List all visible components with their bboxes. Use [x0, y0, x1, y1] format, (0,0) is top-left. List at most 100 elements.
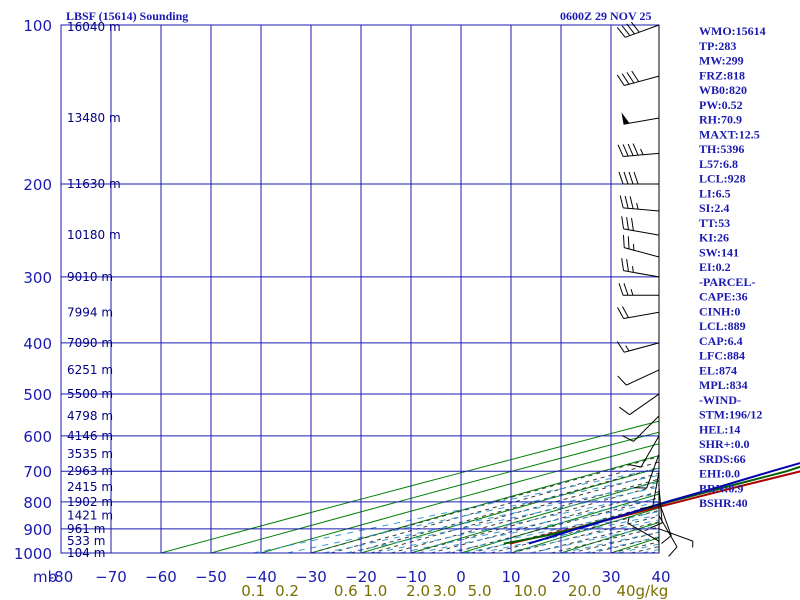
- temperature-tick-label: −10: [395, 568, 427, 586]
- temperature-tick-label: 10: [501, 568, 520, 586]
- moist-adiabat-line: [310, 456, 659, 553]
- temperature-tick-label: 30: [601, 568, 620, 586]
- temperature-tick-label: −60: [145, 568, 177, 586]
- index-value: SW:141: [699, 245, 739, 259]
- plot-frame: [60, 24, 660, 554]
- barb-flag: [631, 70, 640, 82]
- mixing-ratio-label: 10.0: [514, 582, 547, 600]
- wind-barb: [628, 435, 660, 468]
- height-label: 7994 m: [67, 305, 113, 319]
- barb-half-flag: [627, 516, 630, 524]
- barb-staff: [623, 152, 660, 157]
- barb-staff: [623, 311, 660, 320]
- barb-staff: [646, 454, 660, 489]
- barb-flag: [661, 535, 672, 544]
- barb-flag: [627, 236, 630, 249]
- barb-flag: [631, 218, 634, 231]
- height-label: 104 m: [67, 546, 105, 560]
- mixing-ratio-label: 40g/kg: [616, 582, 668, 600]
- dry-adiabat-line: [510, 507, 659, 553]
- temperature-tick-label: −40: [245, 568, 277, 586]
- wind-barb: [621, 216, 660, 236]
- index-value: HEL:14: [699, 422, 740, 436]
- pressure-label: 300: [23, 269, 52, 287]
- chart-title: LBSF (15614) Sounding: [66, 9, 188, 23]
- wind-barb: [640, 471, 660, 510]
- wind-barb: [622, 234, 660, 258]
- barb-flag: [632, 143, 639, 156]
- index-value: SHR+:0.0: [699, 437, 750, 451]
- mixing-ratio-label: 2.0: [406, 582, 430, 600]
- wind-barb: [658, 515, 678, 557]
- wind-barb: [617, 143, 660, 157]
- barb-staff: [633, 415, 660, 442]
- stability-indices-panel: WMO:15614TP:283MW:299FRZ:818WB0:820PW:0.…: [699, 24, 766, 510]
- dry-adiabat-line: [210, 431, 659, 553]
- pressure-label: 600: [23, 428, 52, 446]
- barb-staff: [625, 24, 660, 38]
- barb-half-flag: [630, 289, 634, 296]
- sounding-curves: [503, 462, 800, 545]
- index-value: CAPE:36: [699, 290, 748, 304]
- index-value: KI:26: [699, 231, 729, 245]
- barb-half-flag: [625, 345, 630, 352]
- mixing-ratio-label: 0.2: [275, 582, 299, 600]
- barb-staff: [652, 471, 660, 507]
- pressure-label: 100: [23, 17, 52, 35]
- pressure-label: 900: [23, 521, 52, 539]
- barb-flag: [617, 144, 624, 157]
- moist-adiabat-line: [370, 472, 659, 553]
- index-value: -WIND-: [699, 393, 741, 407]
- index-value: STM:196/12: [699, 408, 762, 422]
- pressure-label: 500: [23, 386, 52, 404]
- temperature-tick-label: 40: [651, 568, 670, 586]
- height-label: 533 m: [67, 534, 105, 548]
- height-label: 4798 m: [67, 409, 113, 423]
- moist-adiabat-line: [550, 526, 659, 553]
- index-value: EHI:0.0: [699, 467, 740, 481]
- barb-flag: [621, 73, 630, 85]
- barb-flag: [616, 74, 625, 86]
- mixing-ratio-line: [463, 511, 659, 553]
- barb-flag: [621, 216, 625, 229]
- index-value: CAP:6.4: [699, 334, 743, 348]
- barb-flag: [616, 341, 625, 353]
- wind-barb: [617, 306, 660, 320]
- barb-flag: [617, 307, 624, 319]
- wind-barb: [616, 70, 660, 86]
- wind-barb: [616, 341, 660, 353]
- index-value: CINH:0: [699, 304, 740, 318]
- observation-time: 0600Z 29 NOV 25: [560, 9, 651, 23]
- height-label: 1421 m: [67, 509, 113, 523]
- barb-pennant: [621, 112, 630, 125]
- index-value: L57:6.8: [699, 157, 738, 171]
- barb-flag: [623, 171, 629, 185]
- barb-staff: [658, 528, 693, 542]
- wind-barb: [621, 258, 660, 278]
- wind-barb: [617, 369, 660, 386]
- index-value: SI:2.4: [699, 201, 729, 215]
- height-label: 2963 m: [67, 464, 113, 478]
- barb-flag: [622, 144, 629, 157]
- barb-half-flag: [636, 202, 639, 210]
- temperature-tick-label: -80: [49, 568, 74, 586]
- pressure-label: 700: [23, 463, 52, 481]
- barb-flag: [624, 195, 629, 209]
- height-label: 10180 m: [67, 228, 121, 242]
- index-value: TP:283: [699, 39, 736, 53]
- barb-flag: [616, 27, 626, 38]
- mixing-ratio-line: [503, 519, 659, 553]
- mixing-ratio-line: [399, 497, 659, 553]
- wind-barb: [634, 454, 660, 489]
- barb-staff: [627, 522, 660, 542]
- wind-barb: [627, 516, 660, 542]
- index-value: SRDS:66: [699, 452, 746, 466]
- moist-adiabat-line: [450, 497, 659, 553]
- dry-adiabat-line: [460, 493, 659, 553]
- index-value: EI:0.2: [699, 260, 731, 274]
- barb-staff: [658, 515, 678, 548]
- barb-flag: [622, 234, 625, 248]
- mixing-ratio-line: [444, 506, 659, 553]
